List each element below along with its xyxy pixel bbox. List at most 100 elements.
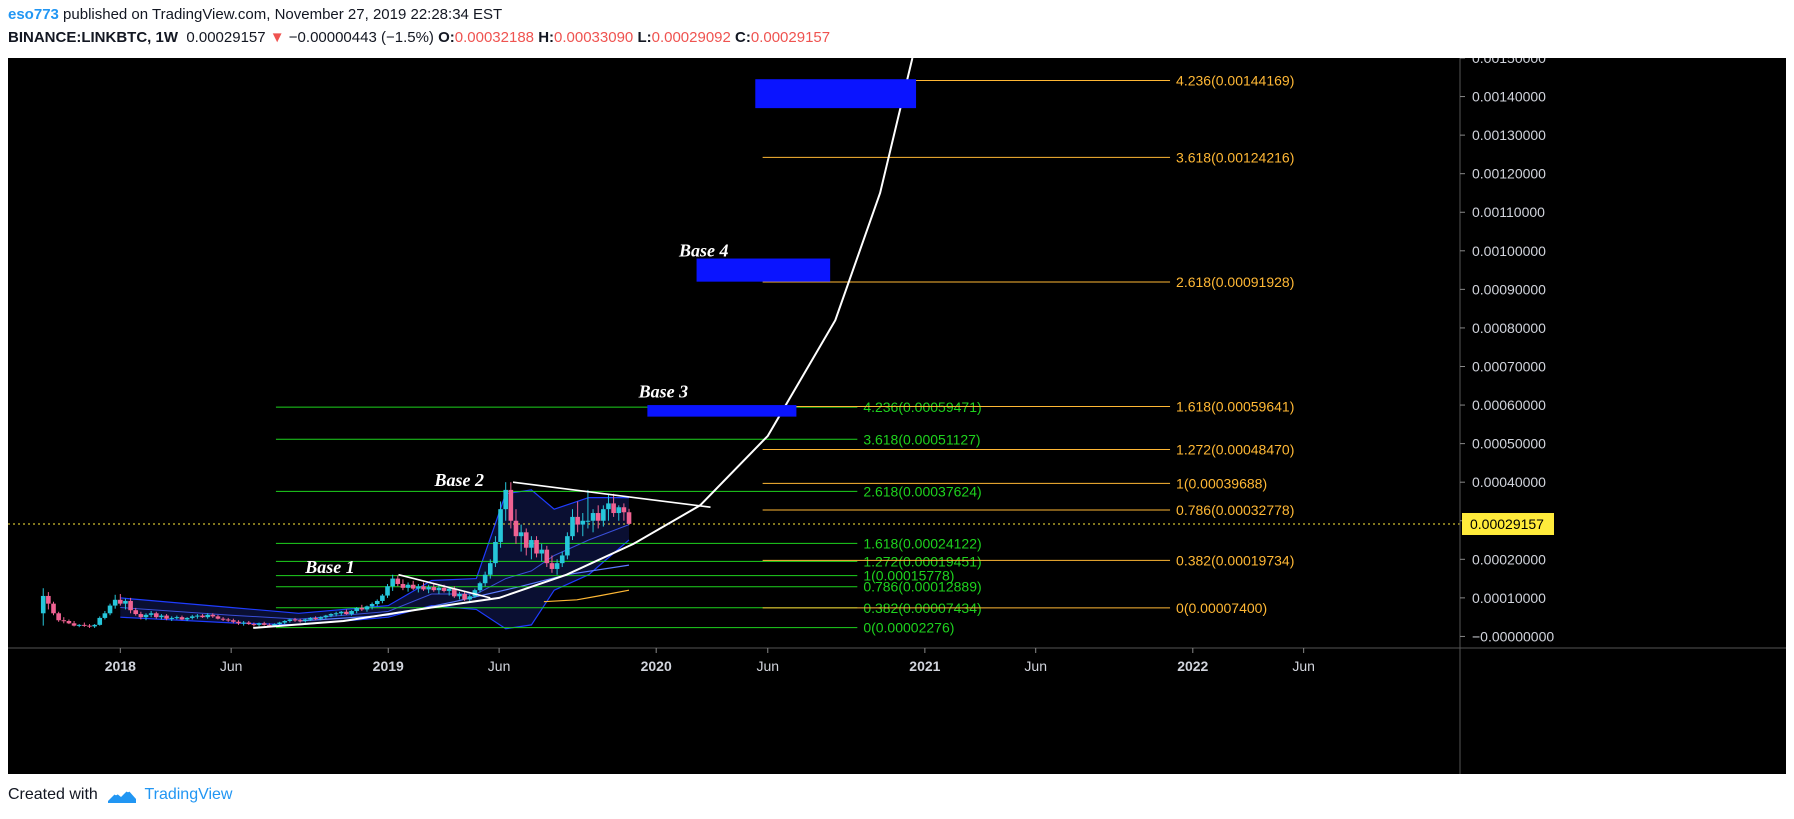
author-link[interactable]: eso773	[8, 6, 59, 23]
y-tick-label: 0.00090000	[1472, 281, 1546, 297]
candle-body	[153, 613, 159, 618]
chart-container[interactable]: 0(0.00002276) 0.382(0.00007434) 0.786(0.00…	[7, 42, 1786, 779]
x-tick-label: Jun	[220, 658, 243, 674]
fib-green-label: 1(0.00015778)	[863, 568, 954, 584]
candle-body	[549, 563, 555, 569]
fib-green-label: 3.618(0.00051127)	[863, 431, 980, 447]
candle-body	[225, 619, 231, 621]
fib-gold-label: 1(0.00039688)	[1176, 475, 1267, 491]
candle-body	[215, 616, 221, 619]
y-tick-label: 0.00040000	[1472, 474, 1546, 490]
candle-body	[493, 541, 498, 564]
base-label: Base 2	[433, 470, 484, 490]
fib-gold-label: 1.618(0.00059641)	[1176, 398, 1294, 414]
candle-body	[51, 603, 56, 614]
candle-body	[477, 583, 483, 591]
price-change: −0.00000443 (−1.5%)	[288, 29, 434, 46]
candle-body	[328, 614, 334, 616]
candle-body	[616, 507, 622, 514]
candle-body	[251, 624, 257, 626]
fib-green-label: 0(0.00002276)	[863, 620, 954, 636]
candle-body	[287, 619, 293, 622]
candle-body	[595, 513, 601, 521]
candle-body	[261, 623, 267, 625]
candle-body	[246, 622, 252, 625]
fib-green-label: 2.618(0.00037624)	[863, 483, 981, 499]
candle-body	[565, 536, 570, 556]
base-label: Base 3	[638, 381, 689, 401]
fib-green-label: 0.786(0.00012889)	[863, 579, 981, 595]
open-value: 0.00032188	[454, 29, 535, 46]
candle-body	[410, 584, 416, 589]
price-chart[interactable]: 0(0.00002276)0.382(0.00007434)0.786(0.00…	[7, 42, 1786, 774]
base-box	[755, 79, 917, 109]
candle-body	[487, 563, 493, 575]
candle-body	[164, 615, 169, 619]
candle-body	[282, 621, 288, 623]
low-label: L:	[637, 29, 652, 46]
close-value: 0.00029157	[750, 29, 831, 46]
candle-body	[559, 555, 565, 564]
candle-body	[66, 621, 72, 624]
publish-info: eso773 published on TradingView.com, Nov…	[8, 6, 502, 23]
candle-body	[205, 614, 210, 618]
fib-green-label: 1.618(0.00024122)	[863, 535, 981, 551]
current-price-tag	[1462, 512, 1554, 535]
candle-body	[56, 613, 61, 621]
candle-body	[580, 520, 586, 525]
fib-gold-label: 2.618(0.00091928)	[1176, 274, 1294, 290]
y-tick-label: 0.00050000	[1472, 436, 1546, 452]
candle-body	[380, 595, 385, 601]
candle-body	[534, 540, 539, 554]
y-tick-label: 0.00010000	[1472, 590, 1546, 606]
candle-body	[107, 605, 113, 614]
published-text: published on TradingView.com, November 2…	[63, 6, 503, 23]
candle-body	[606, 503, 611, 510]
candle-body	[174, 617, 180, 619]
candle-body	[195, 615, 200, 617]
x-tick-label: 2022	[1177, 658, 1208, 674]
tradingview-brand-link[interactable]: TradingView	[144, 786, 233, 804]
x-tick-label: Jun	[1292, 658, 1315, 674]
y-tick-label: 0.00100000	[1472, 243, 1546, 259]
candle-body	[374, 600, 380, 605]
candle-body	[436, 587, 442, 591]
candle-body	[76, 624, 82, 626]
candle-body	[272, 624, 277, 626]
candle-body	[446, 588, 452, 591]
candle-body	[46, 595, 51, 604]
candle-body	[421, 586, 426, 590]
fib-gold-label: 0(0.00007400)	[1176, 600, 1267, 616]
candle-body	[359, 607, 365, 610]
candle-body	[292, 619, 298, 621]
base-label: Base 5	[8, 58, 58, 62]
candle-body	[626, 512, 632, 524]
candle-body	[349, 610, 354, 615]
candle-body	[61, 620, 67, 622]
candle-body	[554, 563, 560, 569]
candle-body	[179, 617, 185, 620]
candle-body	[364, 606, 370, 610]
candle-body	[457, 594, 462, 597]
candle-body	[431, 587, 437, 591]
price-axis	[1460, 58, 1786, 774]
candle-body	[482, 574, 488, 584]
candle-body	[297, 620, 303, 622]
candle-body	[220, 618, 226, 620]
candle-body	[40, 595, 46, 614]
candle-body	[308, 617, 313, 620]
y-tick-label: −0.00000000	[1472, 628, 1554, 644]
fib-gold-label: 1.272(0.00048470)	[1176, 442, 1294, 458]
candle-body	[585, 520, 591, 522]
candle-body	[390, 578, 395, 587]
candle-body	[189, 616, 195, 618]
candle-body	[159, 615, 164, 618]
band-upper-line	[120, 489, 629, 614]
candle-body	[539, 549, 544, 554]
candle-body	[112, 599, 118, 606]
candle-body	[513, 520, 519, 537]
candle-body	[313, 617, 318, 619]
candle-body	[123, 600, 128, 604]
y-tick-label: 0.00110000	[1472, 204, 1545, 220]
x-tick-label: Jun	[1024, 658, 1047, 674]
